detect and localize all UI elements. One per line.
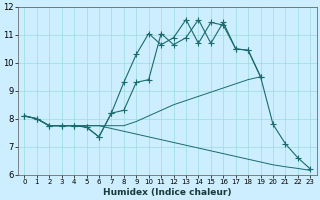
X-axis label: Humidex (Indice chaleur): Humidex (Indice chaleur)	[103, 188, 232, 197]
